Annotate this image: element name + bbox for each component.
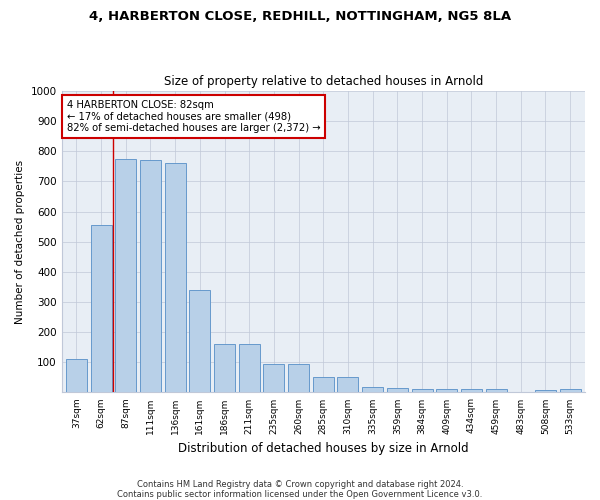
Title: Size of property relative to detached houses in Arnold: Size of property relative to detached ho… bbox=[164, 76, 483, 88]
Bar bbox=[288, 364, 309, 392]
Text: 4, HARBERTON CLOSE, REDHILL, NOTTINGHAM, NG5 8LA: 4, HARBERTON CLOSE, REDHILL, NOTTINGHAM,… bbox=[89, 10, 511, 23]
Bar bbox=[535, 390, 556, 392]
Bar bbox=[263, 364, 284, 392]
Bar bbox=[66, 360, 87, 392]
Bar bbox=[362, 387, 383, 392]
Bar bbox=[313, 378, 334, 392]
Bar bbox=[387, 388, 408, 392]
Y-axis label: Number of detached properties: Number of detached properties bbox=[15, 160, 25, 324]
Bar bbox=[140, 160, 161, 392]
Bar bbox=[412, 389, 433, 392]
Bar bbox=[485, 390, 506, 392]
Text: Contains HM Land Registry data © Crown copyright and database right 2024.: Contains HM Land Registry data © Crown c… bbox=[137, 480, 463, 489]
Text: Contains public sector information licensed under the Open Government Licence v3: Contains public sector information licen… bbox=[118, 490, 482, 499]
Bar bbox=[239, 344, 260, 393]
Bar bbox=[164, 164, 185, 392]
Text: 4 HARBERTON CLOSE: 82sqm
← 17% of detached houses are smaller (498)
82% of semi-: 4 HARBERTON CLOSE: 82sqm ← 17% of detach… bbox=[67, 100, 320, 134]
Bar bbox=[190, 290, 211, 392]
Bar bbox=[560, 390, 581, 392]
Bar bbox=[214, 344, 235, 393]
Bar bbox=[337, 378, 358, 392]
X-axis label: Distribution of detached houses by size in Arnold: Distribution of detached houses by size … bbox=[178, 442, 469, 455]
Bar bbox=[436, 390, 457, 392]
Bar bbox=[115, 159, 136, 392]
Bar bbox=[91, 225, 112, 392]
Bar bbox=[461, 390, 482, 392]
